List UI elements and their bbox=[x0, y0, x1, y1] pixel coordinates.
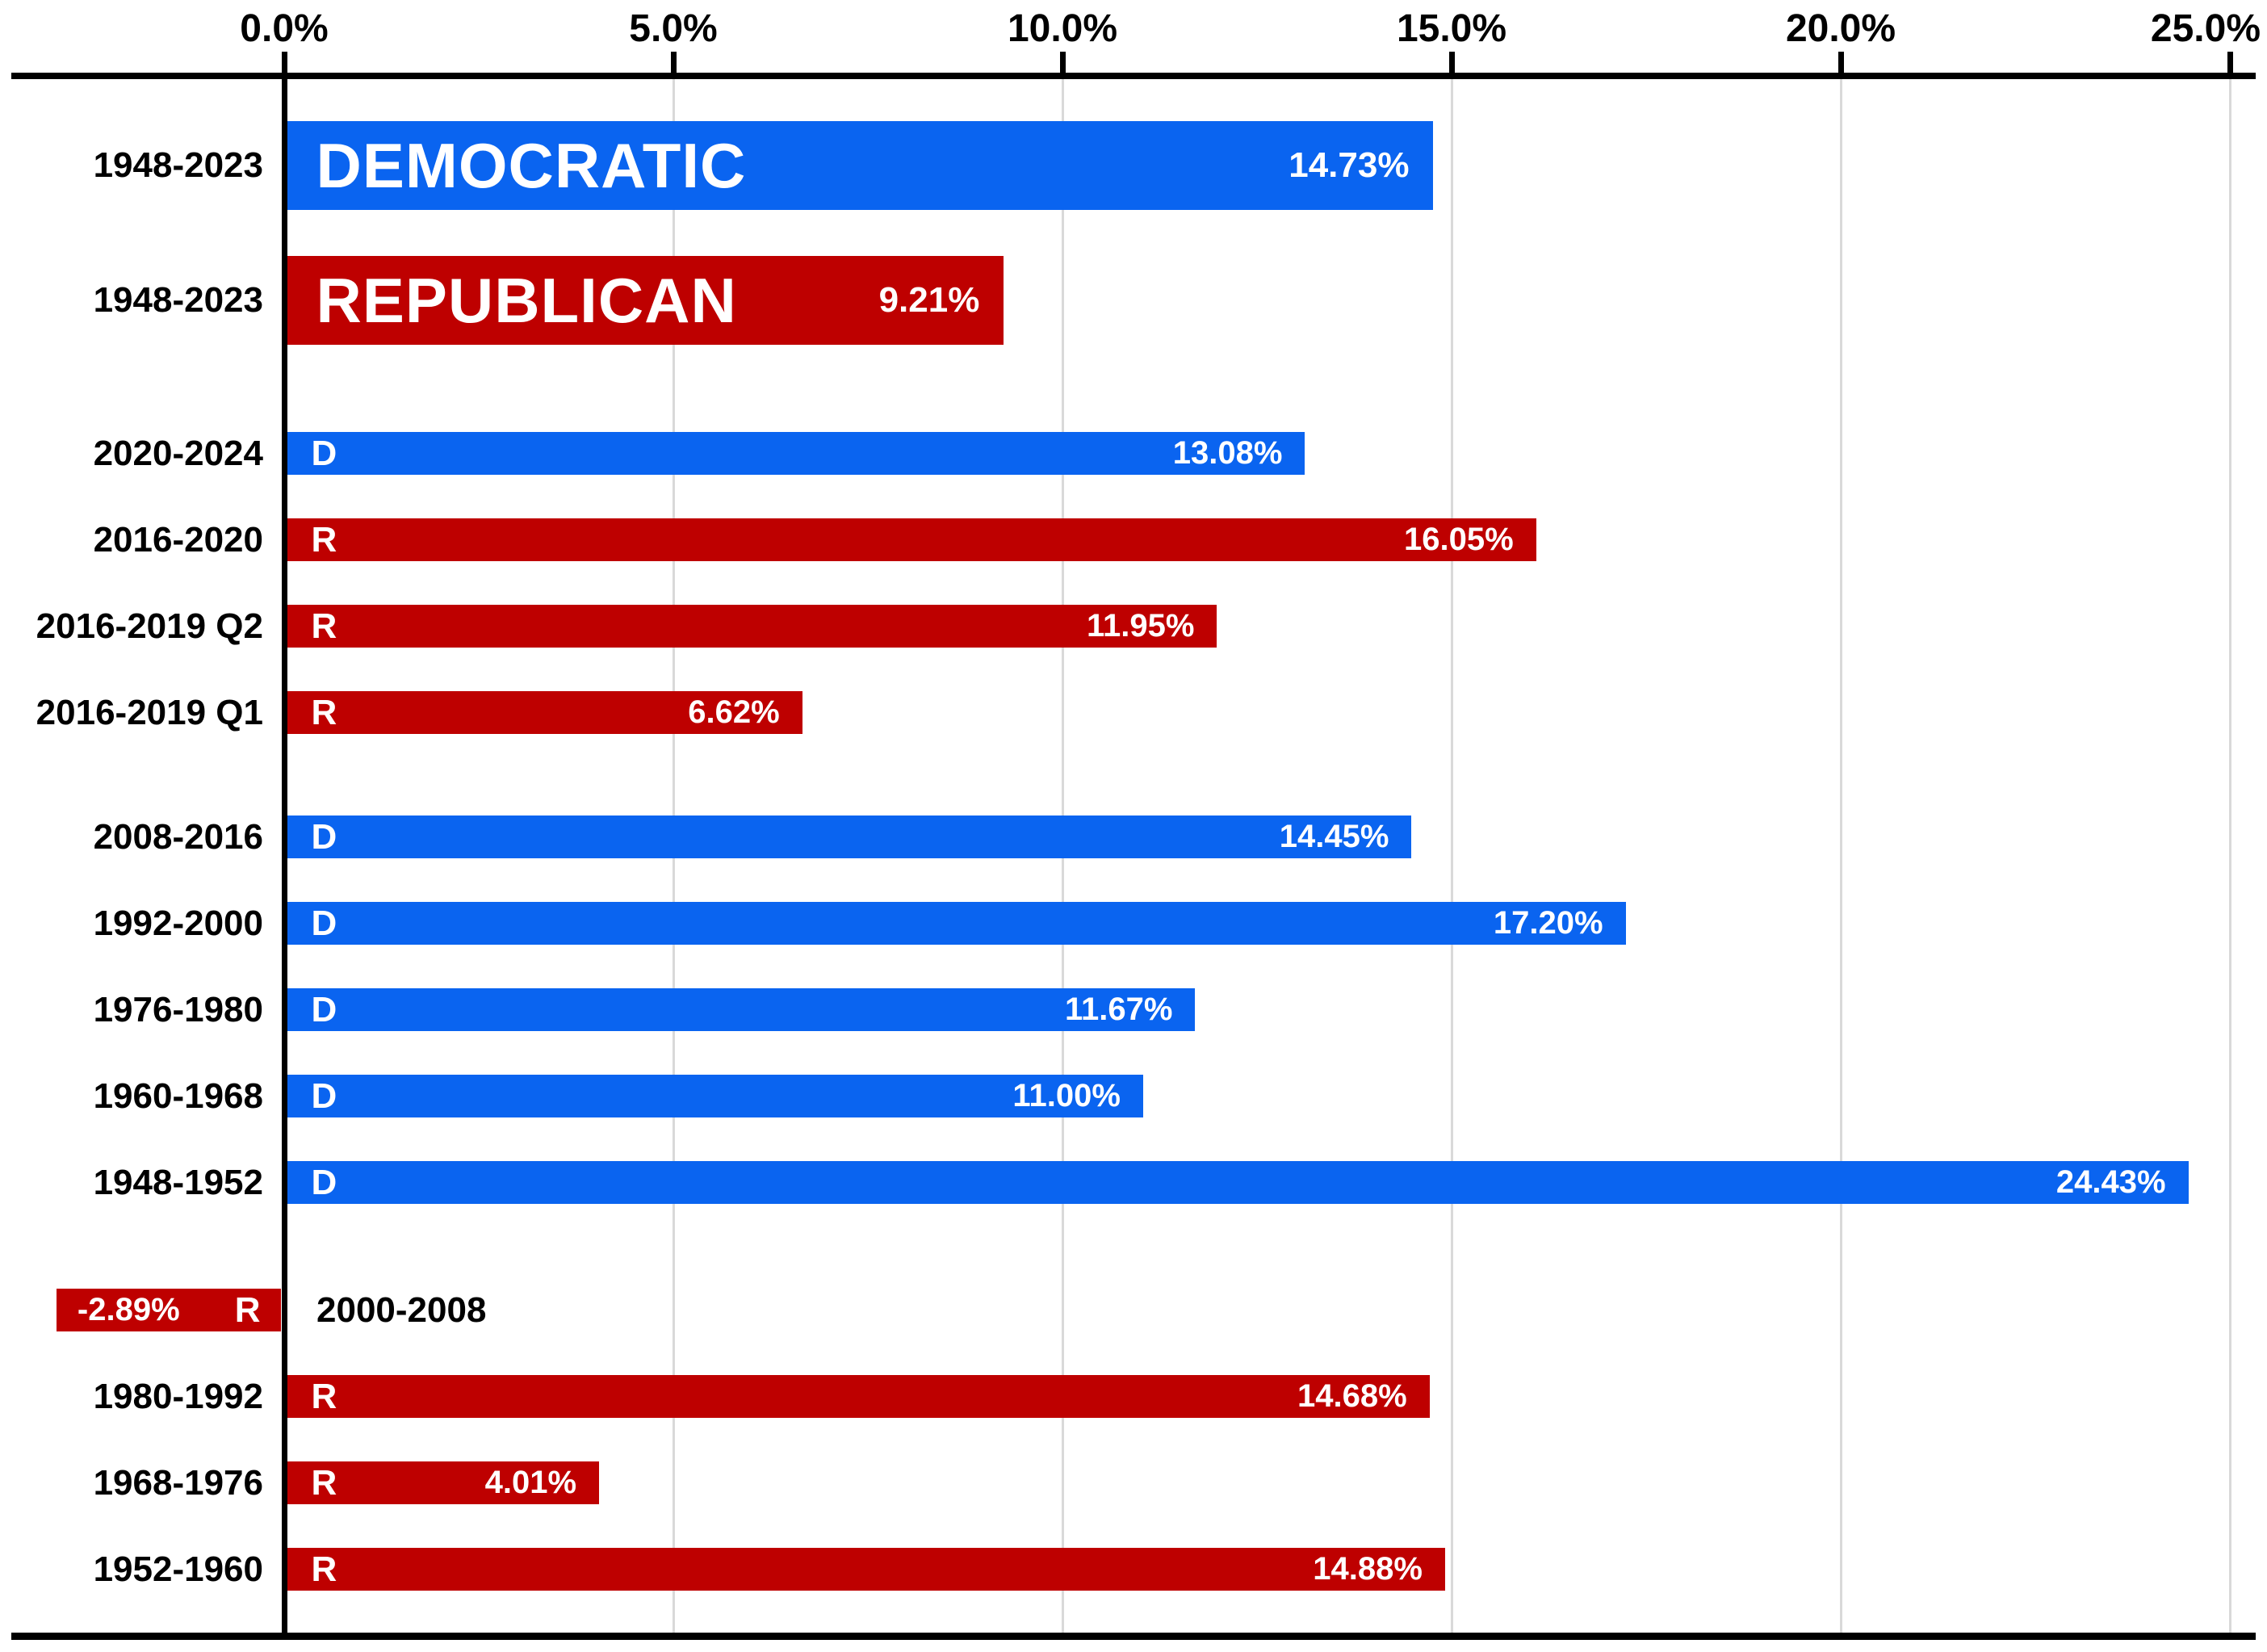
row-label: 1960-1968 bbox=[93, 1076, 263, 1116]
bar-value-label: 13.08% bbox=[1172, 435, 1283, 471]
bar-value-label: 14.88% bbox=[1313, 1551, 1423, 1587]
bar-2016-2020-r: R 16.05% bbox=[287, 518, 1536, 561]
bar-2020-2024-d: D 13.08% bbox=[287, 432, 1305, 475]
x-tick-label: 10.0% bbox=[1007, 7, 1118, 50]
bar-value-label: 11.00% bbox=[1012, 1078, 1121, 1113]
bar-value-label: 24.43% bbox=[2055, 1164, 2166, 1200]
x-tick-mark bbox=[670, 52, 677, 73]
bar-2016-2019-q1-r: R 6.62% bbox=[287, 691, 802, 734]
x-tick-label: 15.0% bbox=[1396, 7, 1507, 50]
bar-value-label: 9.21% bbox=[878, 280, 980, 320]
bar-value-label: -2.89% bbox=[77, 1292, 180, 1327]
bar-1948-2023-r: REPUBLICAN 9.21% bbox=[287, 256, 1004, 345]
bar-1948-2023-d: DEMOCRATIC 14.73% bbox=[287, 121, 1434, 210]
bar-1992-2000-d: D 17.20% bbox=[287, 902, 1626, 945]
bar-value-label: 16.05% bbox=[1404, 522, 1514, 557]
row-label: 2016-2019 Q2 bbox=[36, 606, 263, 646]
bar-party-label: R bbox=[311, 606, 337, 646]
x-gridline bbox=[1450, 79, 1453, 1633]
row-label: 1968-1976 bbox=[93, 1463, 263, 1503]
bar-value-label: 11.67% bbox=[1065, 992, 1173, 1027]
bar-value-label: 6.62% bbox=[688, 694, 780, 730]
bar-1960-1968-d: D 11.00% bbox=[287, 1075, 1143, 1117]
row-label: 1948-1952 bbox=[93, 1163, 263, 1202]
x-tick-label: 5.0% bbox=[629, 7, 718, 50]
bar-1948-1952-d: D 24.43% bbox=[287, 1161, 2189, 1204]
bar-1980-1992-r: R 14.68% bbox=[287, 1375, 1430, 1418]
x-tick-mark bbox=[1837, 52, 1844, 73]
bar-value-label: 17.20% bbox=[1493, 905, 1603, 941]
bar-party-label: D bbox=[311, 1162, 337, 1202]
bar-1968-1976-r: R 4.01% bbox=[287, 1461, 600, 1504]
x-tick-mark bbox=[2227, 52, 2233, 73]
bar-party-label: D bbox=[311, 1075, 337, 1116]
row-label: 2020-2024 bbox=[93, 434, 263, 473]
bar-party-label: REPUBLICAN bbox=[316, 264, 737, 336]
bar-party-label: D bbox=[311, 989, 337, 1029]
x-tick-label: 25.0% bbox=[2150, 7, 2261, 50]
x-gridline bbox=[2228, 79, 2231, 1633]
row-label: 2016-2020 bbox=[93, 520, 263, 560]
bar-1976-1980-d: D 11.67% bbox=[287, 988, 1196, 1031]
bar-value-label: 14.45% bbox=[1279, 819, 1389, 854]
bar-value-label: 4.01% bbox=[484, 1465, 577, 1500]
x-tick-mark bbox=[281, 52, 287, 73]
row-label: 1952-1960 bbox=[93, 1549, 263, 1589]
bar-party-label: D bbox=[311, 816, 337, 857]
row-label: 2000-2008 bbox=[316, 1290, 487, 1330]
bar-2000-2008-r: -2.89% R bbox=[56, 1289, 282, 1331]
row-label: 2016-2019 Q1 bbox=[36, 693, 263, 732]
x-tick-label: 0.0% bbox=[240, 7, 329, 50]
bar-1952-1960-r: R 14.88% bbox=[287, 1548, 1445, 1591]
bar-party-label: R bbox=[234, 1289, 261, 1330]
bar-party-label: R bbox=[311, 1549, 337, 1589]
row-label: 2008-2016 bbox=[93, 817, 263, 857]
bar-value-label: 14.73% bbox=[1289, 145, 1410, 185]
bar-value-label: 14.68% bbox=[1297, 1378, 1407, 1414]
row-label: 1976-1980 bbox=[93, 990, 263, 1029]
bar-party-label: R bbox=[311, 692, 337, 732]
bar-2008-2016-d: D 14.45% bbox=[287, 816, 1412, 858]
y-axis-spine bbox=[281, 73, 287, 1640]
bar-value-label: 11.95% bbox=[1087, 608, 1195, 644]
x-tick-mark bbox=[1059, 52, 1066, 73]
x-tick-label: 20.0% bbox=[1785, 7, 1896, 50]
bar-party-label: D bbox=[311, 433, 337, 473]
bar-party-label: D bbox=[311, 903, 337, 943]
bar-party-label: DEMOCRATIC bbox=[316, 129, 747, 201]
x-axis-top-line bbox=[11, 73, 2256, 79]
x-axis-bottom-line bbox=[11, 1633, 2256, 1640]
x-tick-mark bbox=[1448, 52, 1455, 73]
row-label: 1948-2023 bbox=[93, 280, 263, 320]
bar-party-label: R bbox=[311, 1376, 337, 1416]
row-label: 1980-1992 bbox=[93, 1377, 263, 1416]
x-gridline bbox=[1839, 79, 1842, 1633]
row-label: 1992-2000 bbox=[93, 904, 263, 943]
bar-2016-2019-q2-r: R 11.95% bbox=[287, 605, 1217, 648]
bar-party-label: R bbox=[311, 519, 337, 560]
row-label: 1948-2023 bbox=[93, 145, 263, 185]
bar-party-label: R bbox=[311, 1462, 337, 1503]
